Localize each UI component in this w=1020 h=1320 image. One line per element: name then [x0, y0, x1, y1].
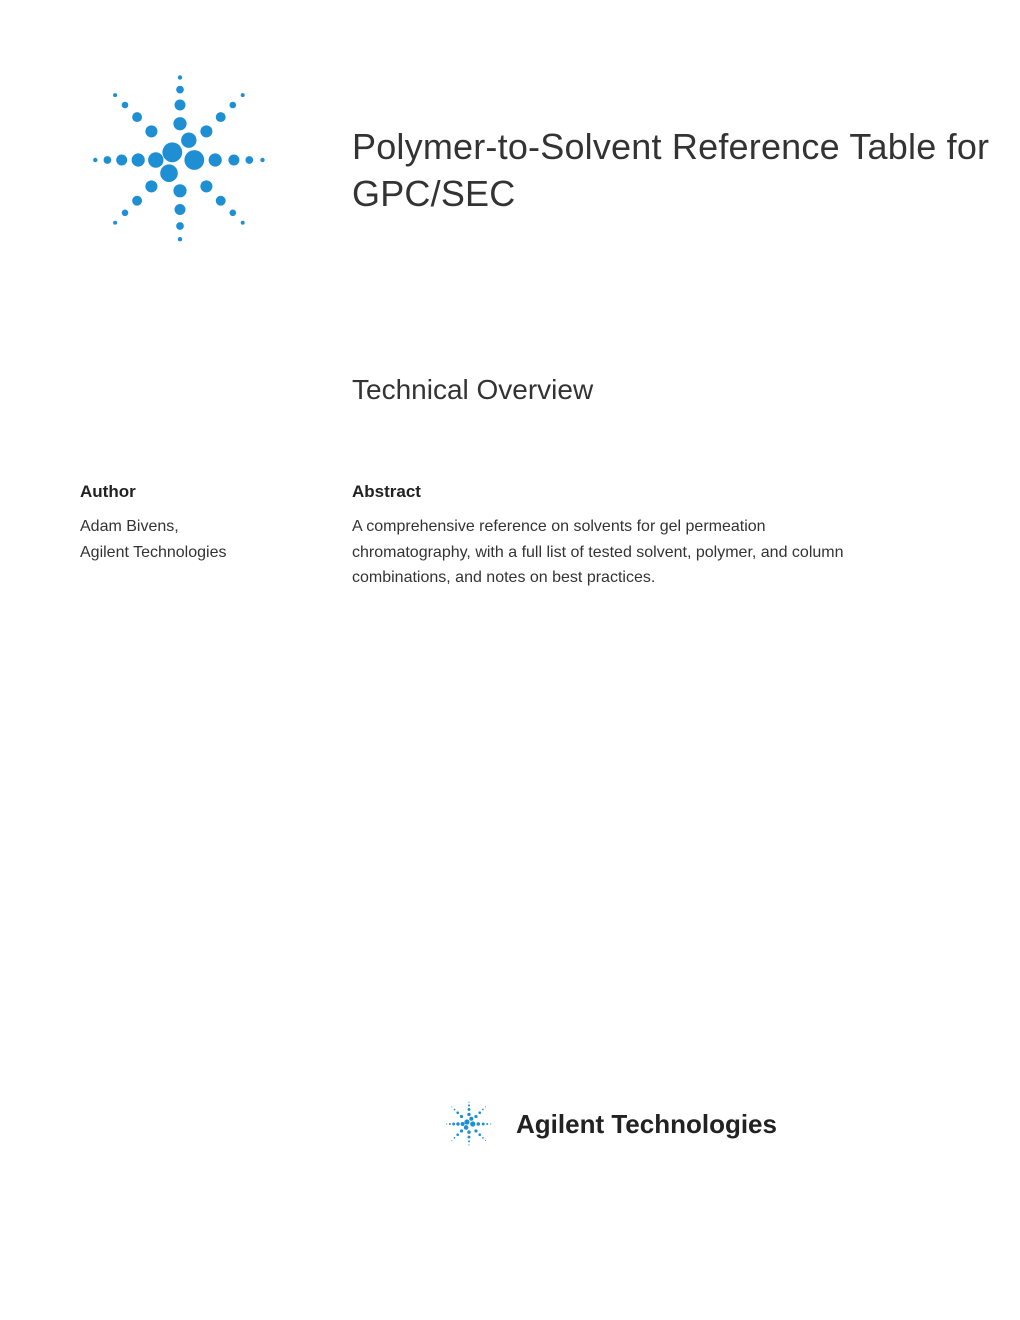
author-org: Agilent Technologies [80, 540, 226, 566]
footer-company-name: Agilent Technologies [516, 1109, 777, 1140]
abstract-heading: Abstract [352, 482, 421, 502]
agilent-spark-logo-icon [70, 50, 290, 270]
footer-logo: Agilent Technologies [440, 1095, 777, 1153]
author-name: Adam Bivens, [80, 514, 226, 540]
agilent-spark-logo-small-icon [440, 1095, 498, 1153]
document-page: Polymer-to-Solvent Reference Table for G… [0, 0, 1020, 1320]
abstract-text: A comprehensive reference on solvents fo… [352, 514, 872, 591]
document-title: Polymer-to-Solvent Reference Table for G… [352, 124, 1020, 218]
author-heading: Author [80, 482, 136, 502]
author-block: Adam Bivens, Agilent Technologies [80, 514, 226, 565]
document-subtitle: Technical Overview [352, 374, 593, 406]
